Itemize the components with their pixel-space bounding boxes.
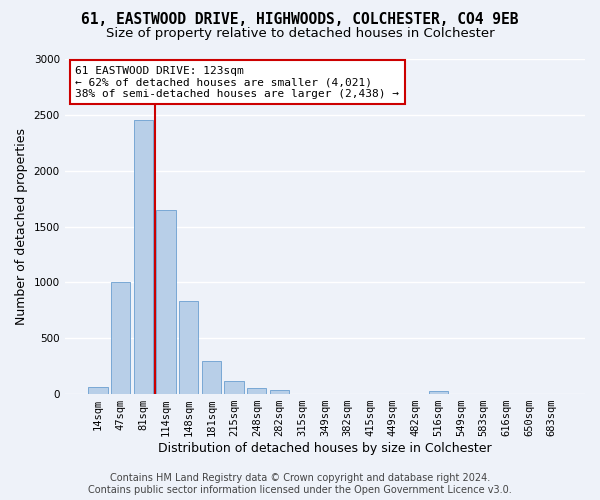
Bar bbox=[224, 380, 244, 394]
X-axis label: Distribution of detached houses by size in Colchester: Distribution of detached houses by size … bbox=[158, 442, 491, 455]
Bar bbox=[88, 388, 107, 394]
Bar bbox=[270, 390, 289, 394]
Y-axis label: Number of detached properties: Number of detached properties bbox=[15, 128, 28, 325]
Bar bbox=[247, 388, 266, 394]
Bar bbox=[134, 120, 153, 394]
Bar bbox=[202, 360, 221, 394]
Bar bbox=[179, 302, 199, 394]
Bar bbox=[428, 390, 448, 394]
Text: Size of property relative to detached houses in Colchester: Size of property relative to detached ho… bbox=[106, 28, 494, 40]
Bar bbox=[157, 210, 176, 394]
Text: 61, EASTWOOD DRIVE, HIGHWOODS, COLCHESTER, CO4 9EB: 61, EASTWOOD DRIVE, HIGHWOODS, COLCHESTE… bbox=[81, 12, 519, 28]
Text: 61 EASTWOOD DRIVE: 123sqm
← 62% of detached houses are smaller (4,021)
38% of se: 61 EASTWOOD DRIVE: 123sqm ← 62% of detac… bbox=[75, 66, 399, 99]
Text: Contains HM Land Registry data © Crown copyright and database right 2024.
Contai: Contains HM Land Registry data © Crown c… bbox=[88, 474, 512, 495]
Bar bbox=[111, 282, 130, 394]
